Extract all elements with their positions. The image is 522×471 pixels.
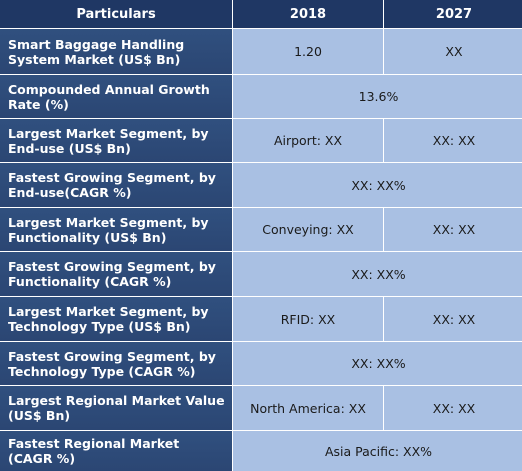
header-2027: 2027 [384,0,522,28]
cell-largest-technology-2018: RFID: XX [233,297,383,341]
row-label-fastest-technology: Fastest Growing Segment, by Technology T… [0,342,232,385]
cell-market-size-2027: XX [384,29,522,74]
cell-market-size-2018: 1.20 [233,29,383,74]
row-label-fastest-end-use: Fastest Growing Segment, by End-use(CAGR… [0,163,232,207]
row-label-cagr: Compounded Annual Growth Rate (%) [0,75,232,118]
row-label-largest-region: Largest Regional Market Value (US$ Bn) [0,386,232,430]
header-2018: 2018 [233,0,383,28]
cell-largest-technology-2027: XX: XX [384,297,522,341]
row-label-largest-functionality: Largest Market Segment, by Functionality… [0,208,232,251]
cell-fastest-region: Asia Pacific: XX% [233,431,522,471]
row-label-market-size: Smart Baggage Handling System Market (US… [0,29,232,74]
cell-largest-functionality-2027: XX: XX [384,208,522,251]
row-label-fastest-functionality: Fastest Growing Segment, by Functionalit… [0,252,232,296]
row-label-largest-end-use: Largest Market Segment, by End-use (US$ … [0,119,232,162]
cell-fastest-end-use: XX: XX% [233,163,522,207]
cell-largest-region-2027: XX: XX [384,386,522,430]
header-particulars: Particulars [0,0,232,28]
cell-fastest-functionality: XX: XX% [233,252,522,296]
cell-largest-end-use-2018: Airport: XX [233,119,383,162]
cell-largest-end-use-2027: XX: XX [384,119,522,162]
cell-largest-functionality-2018: Conveying: XX [233,208,383,251]
cell-largest-region-2018: North America: XX [233,386,383,430]
row-label-fastest-region: Fastest Regional Market (CAGR %) [0,431,232,471]
cell-cagr: 13.6% [233,75,522,118]
row-label-largest-technology: Largest Market Segment, by Technology Ty… [0,297,232,341]
cell-fastest-technology: XX: XX% [233,342,522,385]
